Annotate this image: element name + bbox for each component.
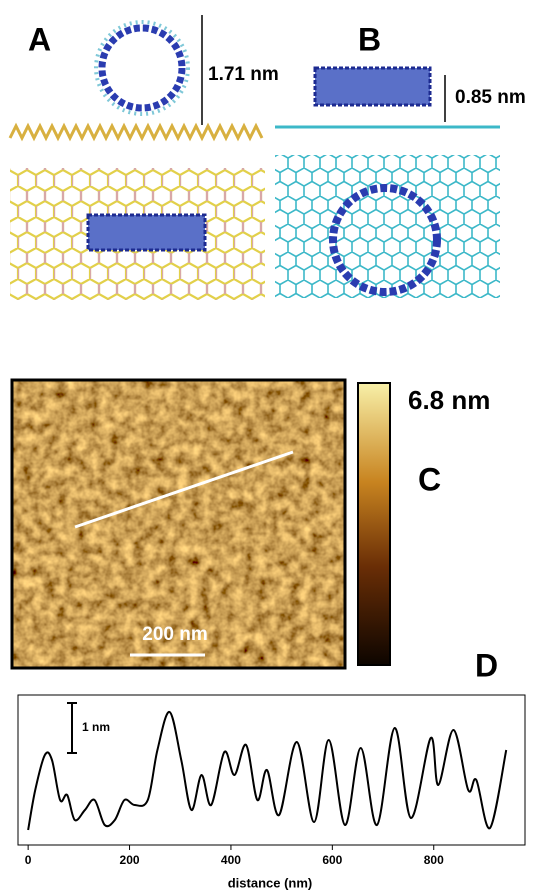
panel-label: D	[475, 647, 498, 683]
nanotube-top	[102, 28, 182, 108]
substrate-side	[10, 126, 262, 138]
figure: A 1.71 nm B 0.85 nm 200 nm 6.8 nm C D di…	[0, 0, 547, 893]
colorbar-label: 6.8 nm	[408, 385, 490, 415]
x-tick-label: 200	[120, 853, 140, 867]
plot-frame	[18, 695, 525, 845]
x-tick-label: 400	[221, 853, 241, 867]
colorbar	[358, 383, 390, 665]
panel-label: A	[28, 21, 51, 57]
panel-label: B	[358, 21, 381, 57]
y-scale-bar	[67, 703, 77, 753]
x-tick-label: 600	[322, 853, 342, 867]
x-tick-label: 0	[25, 853, 32, 867]
scale-bar-label: 200 nm	[142, 624, 207, 645]
height-label: 0.85 nm	[455, 87, 526, 108]
nanotube-side	[315, 68, 430, 105]
graphene-top	[275, 155, 500, 298]
x-tick-label: 800	[424, 853, 444, 867]
height-label: 1.71 nm	[208, 64, 279, 85]
x-axis-label: distance (nm)	[228, 875, 313, 890]
panel-label: C	[418, 461, 441, 497]
scale-bar-label: 1 nm	[82, 720, 110, 734]
nanotube-side	[88, 215, 205, 250]
nanotube-top-outer	[96, 22, 188, 114]
